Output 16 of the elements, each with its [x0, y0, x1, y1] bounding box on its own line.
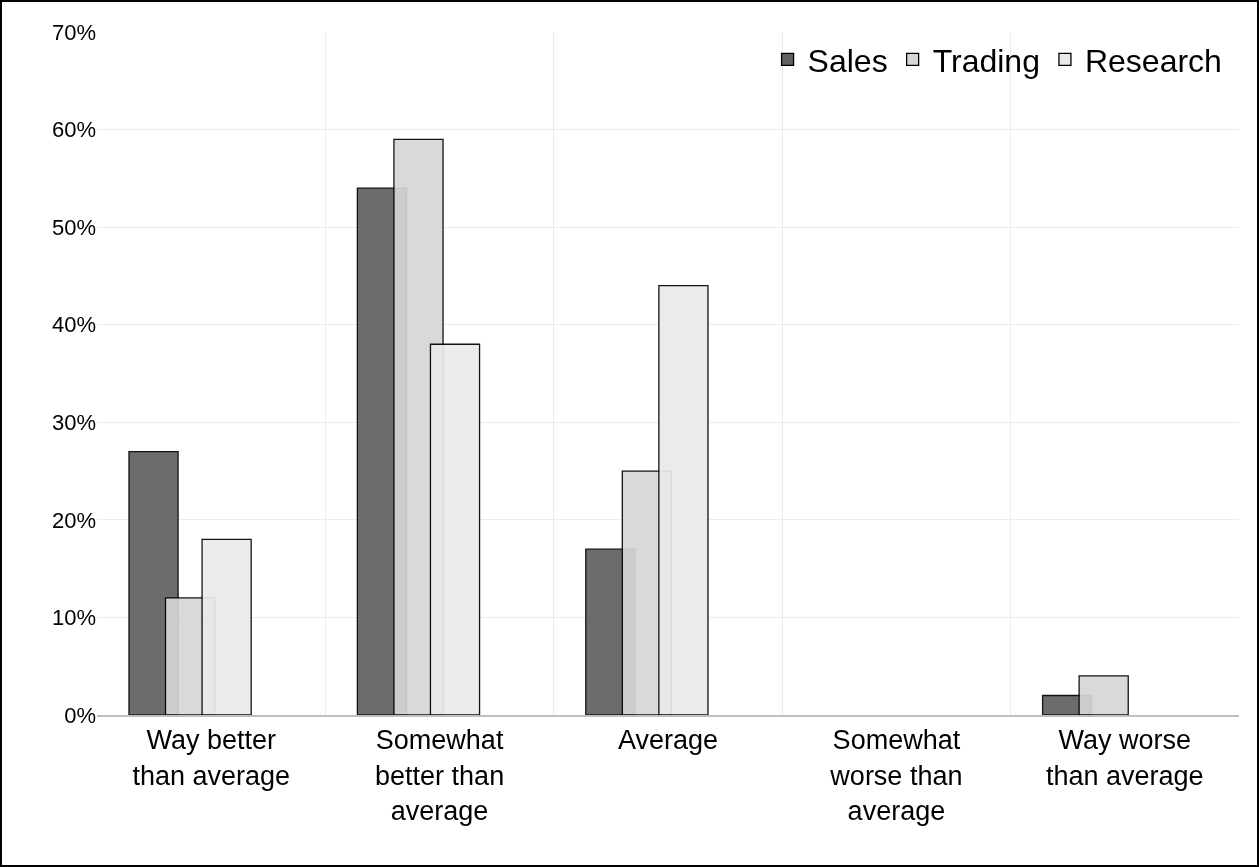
y-tick-label: 40%: [51, 312, 96, 338]
y-tick-label: 70%: [51, 19, 96, 45]
x-tick-label: Somewhat better than average: [375, 725, 505, 826]
x-tick-label: Somewhat worse than average: [829, 725, 963, 826]
y-tick-label: 60%: [51, 117, 96, 143]
y-tick-label: 0%: [64, 702, 96, 728]
y-tick-label: 50%: [51, 214, 96, 240]
x-tick-label: Way better than average: [132, 725, 291, 791]
x-tick-label: Way worse than average: [1045, 725, 1204, 791]
x-tick-label: Average: [617, 725, 719, 756]
y-tick-label: 10%: [51, 605, 96, 631]
y-tick-label: 20%: [51, 507, 96, 533]
legend-label: Research: [1084, 42, 1222, 79]
y-tick-label: 30%: [51, 409, 96, 435]
legend-label: Sales: [807, 42, 888, 79]
legend-label: Trading: [932, 42, 1040, 79]
